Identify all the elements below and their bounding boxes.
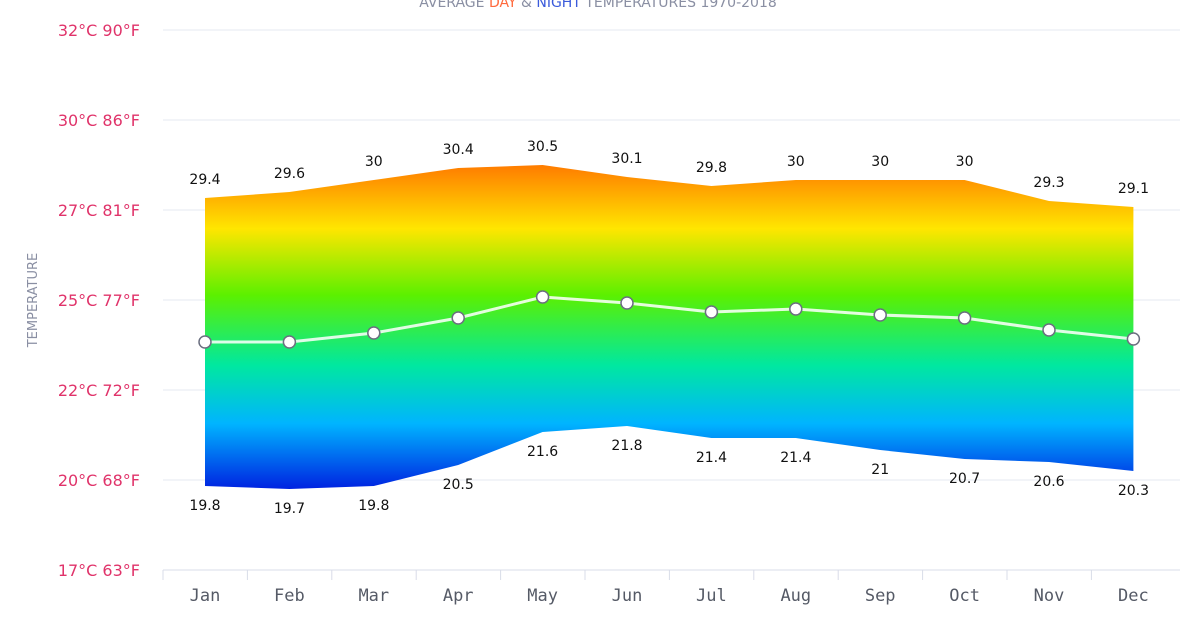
y-tick-label: 20°C 68°F xyxy=(58,471,140,490)
day-value-label: 29.1 xyxy=(1118,181,1149,197)
day-value-labels: 29.4 29.6 30 30.4 30.5 30.1 29.8 30 30 30 29.3 29.1 xyxy=(189,139,1149,197)
day-value-label: 29.3 xyxy=(1033,175,1064,191)
mean-point xyxy=(1126,332,1141,346)
night-value-label: 21.6 xyxy=(527,444,558,460)
mean-point xyxy=(704,305,719,319)
mean-point xyxy=(620,296,634,310)
day-value-label: 29.4 xyxy=(189,172,220,188)
x-tick-label: Dec xyxy=(1118,586,1149,606)
y-tick-label: 27°C 81°F xyxy=(58,201,140,220)
day-value-label: 30 xyxy=(365,154,383,170)
night-value-labels: 19.8 19.7 19.8 20.5 21.6 21.8 21.4 21.4 21 20.7 20… xyxy=(189,438,1149,517)
night-value-label: 21 xyxy=(871,462,889,478)
chart-title-part: & xyxy=(517,0,537,11)
x-tick-label: Apr xyxy=(443,586,474,606)
chart-title-part: TEMPERATURES 1970-2018 xyxy=(581,0,777,11)
night-value-label: 19.7 xyxy=(274,501,305,517)
x-tick-label: Jan xyxy=(190,586,221,606)
y-tick-label: 32°C 90°F xyxy=(58,21,140,40)
night-value-label: 21.4 xyxy=(696,450,727,466)
mean-point xyxy=(957,311,972,325)
y-axis-ticks: 17°C 63°F 20°C 68°F 22°C 72°F 25°C 77°F 27°C… xyxy=(58,21,140,580)
x-tick-label: Jul xyxy=(696,586,727,606)
x-tick-label: May xyxy=(527,586,558,606)
day-value-label: 30.4 xyxy=(443,142,474,158)
x-axis-ticks: Jan Feb Mar Apr May Jun Jul Aug Sep Oct Nov Dec xyxy=(162,570,1149,606)
night-value-label: 19.8 xyxy=(358,498,389,514)
day-value-label: 30 xyxy=(956,154,974,170)
chart-title: AVERAGE DAY & NIGHT TEMPERATURES 1970-20… xyxy=(419,0,777,11)
x-tick-label: Mar xyxy=(358,586,389,606)
y-axis-label: TEMPERATURE xyxy=(26,253,41,349)
y-tick-label: 30°C 86°F xyxy=(58,111,140,130)
x-tick-label: Aug xyxy=(780,586,811,606)
day-value-label: 29.6 xyxy=(274,166,305,182)
day-night-band xyxy=(205,165,1134,489)
mean-point xyxy=(789,302,803,316)
chart-title-part: DAY xyxy=(489,0,517,11)
chart-title-part: AVERAGE xyxy=(419,0,489,11)
mean-point xyxy=(367,326,381,340)
night-value-label: 20.7 xyxy=(949,471,980,487)
y-tick-label: 22°C 72°F xyxy=(58,381,140,400)
x-tick-label: Jun xyxy=(612,586,643,606)
mean-point xyxy=(451,311,465,325)
night-value-label: 20.5 xyxy=(443,477,474,493)
day-value-label: 30.1 xyxy=(611,151,642,167)
mean-temperature-line xyxy=(205,295,1134,344)
x-tick-label: Sep xyxy=(865,586,896,606)
day-value-label: 30.5 xyxy=(527,139,558,155)
mean-temperature-points xyxy=(198,290,1141,349)
night-value-label: 20.6 xyxy=(1033,474,1064,490)
y-tick-label: 17°C 63°F xyxy=(58,561,140,580)
night-value-label: 21.8 xyxy=(611,438,642,454)
day-value-label: 30 xyxy=(871,154,889,170)
day-value-label: 29.8 xyxy=(696,160,727,176)
night-value-label: 20.3 xyxy=(1118,483,1149,499)
day-value-label: 30 xyxy=(787,154,805,170)
y-tick-label: 25°C 77°F xyxy=(58,291,140,310)
night-value-label: 21.4 xyxy=(780,450,811,466)
chart-title-part: NIGHT xyxy=(536,0,581,11)
x-tick-label: Feb xyxy=(274,586,305,606)
x-tick-label: Nov xyxy=(1034,586,1065,606)
mean-point xyxy=(1042,323,1056,337)
mean-point xyxy=(282,335,297,349)
mean-point xyxy=(873,308,887,322)
night-value-label: 19.8 xyxy=(189,498,220,514)
mean-point xyxy=(198,335,212,349)
x-tick-label: Oct xyxy=(949,586,980,606)
mean-point xyxy=(535,290,550,304)
